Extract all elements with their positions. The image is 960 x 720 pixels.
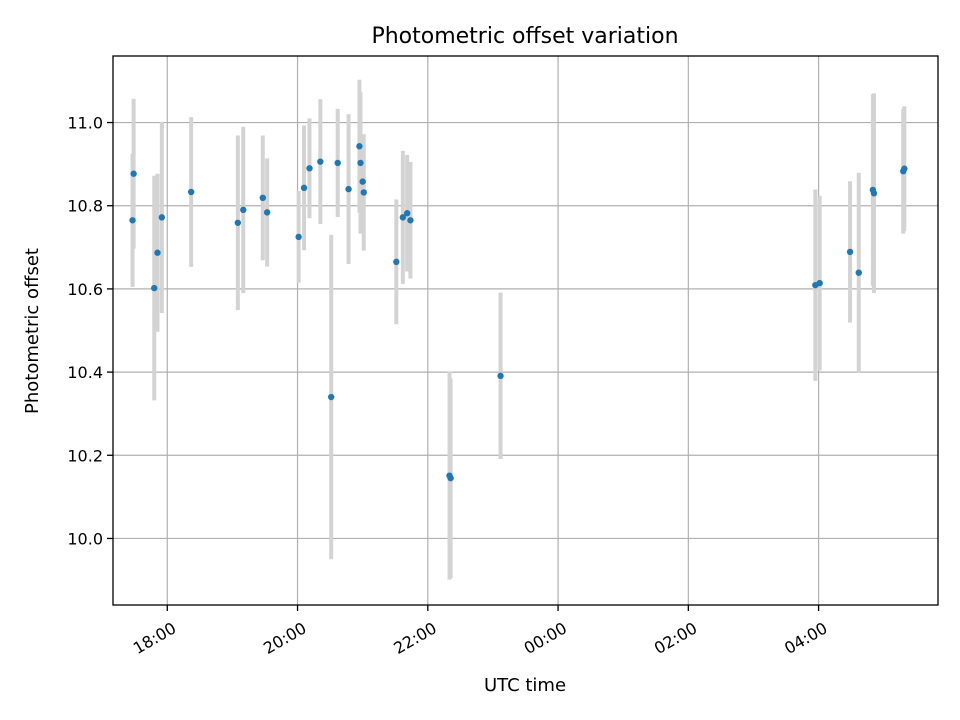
data-point [306,165,313,172]
data-point [300,184,308,192]
x-tick-label: 02:00 [651,618,700,658]
data-point [356,143,363,150]
y-tick-label: 11.0 [67,114,103,133]
data-point [234,219,242,226]
data-point [393,258,400,266]
y-tick-label: 10.2 [67,446,103,465]
data-point [327,393,335,401]
data-point [359,178,366,185]
data-point [263,209,271,216]
error-bars [130,79,907,580]
data-point [317,158,324,165]
data-point [855,269,862,276]
data-point [816,279,823,287]
data-point [901,165,908,172]
data-point [259,194,267,202]
x-axis-label: UTC time [484,675,566,696]
data-point [399,214,407,221]
plot-frame [112,55,939,606]
x-tick-label: 18:00 [130,618,179,658]
y-tick-label: 10.8 [67,197,103,216]
x-tick-label: 22:00 [390,618,439,658]
data-point [345,185,352,193]
data-point [403,210,411,217]
data-point [130,170,137,177]
data-point [846,248,854,256]
y-axis: 10.0 10.2 10.4 10.6 10.8 11.0 [67,114,113,548]
x-tick-label: 04:00 [781,618,830,658]
data-points [129,143,908,482]
data-point [158,214,166,221]
x-tick-label: 00:00 [521,618,570,658]
data-point [407,217,414,224]
data-point [360,189,367,196]
data-point [295,233,302,241]
y-axis-label: Photometric offset [22,248,43,414]
data-point [447,474,454,482]
data-point [497,372,504,380]
x-tick-label: 20:00 [260,618,309,658]
y-tick-label: 10.4 [67,363,103,382]
data-point [357,159,364,167]
y-tick-label: 10.6 [67,280,103,299]
x-axis: 18:00 20:00 22:00 00:00 02:00 04:00 [130,605,831,658]
chart-title: Photometric offset variation [371,24,678,49]
data-point [334,159,341,167]
data-point [870,190,878,197]
data-point [240,206,247,214]
data-point [129,217,136,224]
data-point [151,284,158,292]
data-point [187,188,195,196]
y-tick-label: 10.0 [67,529,103,548]
data-point [154,249,161,256]
